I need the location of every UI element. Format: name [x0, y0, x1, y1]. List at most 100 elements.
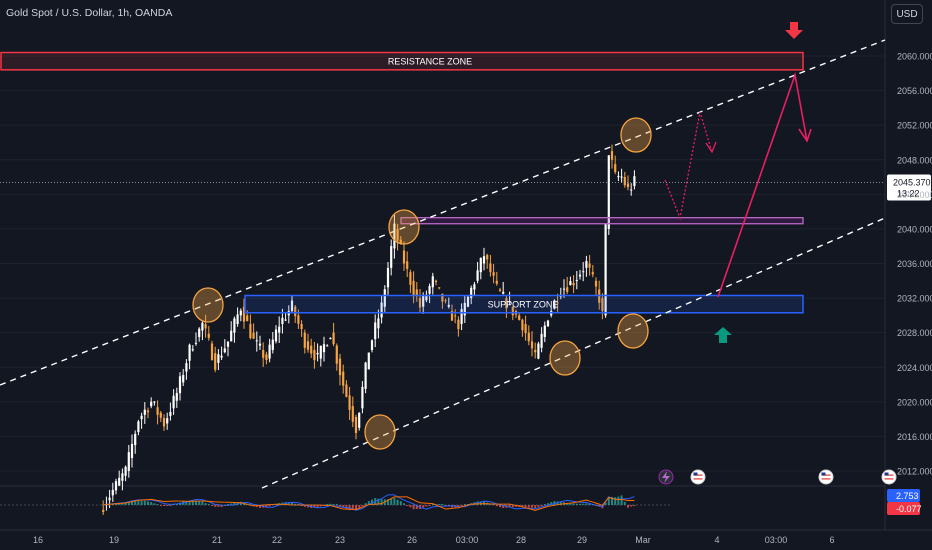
- candle-body[interactable]: [489, 263, 492, 273]
- candle-body[interactable]: [470, 287, 473, 299]
- candle-body[interactable]: [332, 332, 335, 345]
- lower-channel-line[interactable]: [261, 217, 886, 489]
- candle-body[interactable]: [422, 295, 425, 307]
- candle-body[interactable]: [284, 319, 287, 321]
- candle-body[interactable]: [329, 338, 332, 340]
- candle-body[interactable]: [364, 362, 367, 389]
- pivot-circle[interactable]: [549, 340, 581, 376]
- candle-body[interactable]: [418, 298, 422, 308]
- candle-body[interactable]: [188, 344, 191, 361]
- candle-body[interactable]: [393, 223, 396, 249]
- candle-body[interactable]: [175, 392, 178, 401]
- candle-body[interactable]: [156, 407, 159, 415]
- us-flag-icon[interactable]: [881, 469, 897, 485]
- candle-body[interactable]: [441, 293, 444, 302]
- candle-body[interactable]: [204, 324, 207, 329]
- candle-body[interactable]: [335, 345, 338, 364]
- candle-body[interactable]: [402, 250, 406, 264]
- candle-body[interactable]: [370, 340, 374, 350]
- support-zone[interactable]: [244, 294, 804, 314]
- candle-body[interactable]: [102, 509, 105, 512]
- candle-body[interactable]: [271, 339, 274, 350]
- candle-body[interactable]: [153, 401, 156, 403]
- candle-body[interactable]: [521, 319, 524, 331]
- candle-body[interactable]: [300, 324, 303, 330]
- candle-body[interactable]: [518, 315, 521, 320]
- candle-body[interactable]: [620, 176, 623, 178]
- candle-body[interactable]: [428, 286, 431, 294]
- candle-body[interactable]: [610, 151, 614, 160]
- candle-body[interactable]: [290, 300, 294, 312]
- candle-body[interactable]: [406, 261, 409, 269]
- candle-body[interactable]: [127, 452, 130, 471]
- candle-body[interactable]: [313, 349, 316, 361]
- candle-body[interactable]: [630, 189, 633, 191]
- candle-body[interactable]: [463, 302, 466, 316]
- candle-body[interactable]: [134, 433, 137, 446]
- candle-body[interactable]: [572, 282, 575, 286]
- candle-body[interactable]: [604, 224, 607, 316]
- pivot-circle[interactable]: [388, 209, 420, 245]
- candle-body[interactable]: [530, 341, 534, 349]
- candle-body[interactable]: [399, 239, 402, 244]
- candle-body[interactable]: [258, 343, 262, 346]
- candle-body[interactable]: [338, 358, 342, 376]
- candle-body[interactable]: [143, 409, 146, 415]
- candle-body[interactable]: [460, 309, 463, 325]
- candle-body[interactable]: [457, 319, 460, 330]
- candle-body[interactable]: [306, 341, 310, 350]
- candle-body[interactable]: [233, 318, 236, 333]
- candle-body[interactable]: [348, 395, 351, 410]
- candle-body[interactable]: [524, 324, 527, 334]
- candle-body[interactable]: [486, 254, 489, 260]
- candle-body[interactable]: [111, 489, 114, 496]
- candle-body[interactable]: [386, 267, 390, 288]
- candle-body[interactable]: [230, 330, 233, 342]
- candle-body[interactable]: [412, 280, 415, 295]
- candle-body[interactable]: [252, 332, 255, 339]
- candle-body[interactable]: [223, 348, 226, 353]
- candle-body[interactable]: [162, 418, 166, 427]
- candle-body[interactable]: [495, 280, 498, 284]
- pivot-circle[interactable]: [192, 287, 224, 323]
- candle-body[interactable]: [594, 280, 598, 287]
- currency-button[interactable]: USD: [891, 4, 923, 24]
- candle-body[interactable]: [246, 315, 249, 322]
- candle-body[interactable]: [297, 315, 300, 324]
- projection-dotted-path[interactable]: [664, 111, 713, 221]
- candle-body[interactable]: [121, 473, 124, 481]
- candle-body[interactable]: [255, 340, 258, 342]
- candle-body[interactable]: [108, 497, 111, 501]
- candle-body[interactable]: [367, 352, 370, 370]
- candle-body[interactable]: [537, 343, 540, 359]
- candle-body[interactable]: [207, 333, 210, 338]
- candle-body[interactable]: [390, 246, 393, 268]
- candle-body[interactable]: [562, 288, 566, 290]
- pivot-circle[interactable]: [620, 117, 652, 153]
- candle-body[interactable]: [172, 395, 175, 409]
- candle-body[interactable]: [591, 272, 594, 275]
- candle-body[interactable]: [217, 354, 220, 363]
- candle-body[interactable]: [178, 376, 182, 394]
- candle-body[interactable]: [265, 354, 268, 361]
- candle-body[interactable]: [450, 311, 454, 321]
- resistance-zone[interactable]: [0, 51, 804, 71]
- candle-body[interactable]: [140, 415, 143, 420]
- candle-body[interactable]: [626, 183, 630, 188]
- candle-body[interactable]: [473, 284, 476, 290]
- pivot-circle[interactable]: [617, 313, 649, 349]
- candle-body[interactable]: [322, 344, 326, 353]
- candle-body[interactable]: [482, 256, 486, 264]
- candle-body[interactable]: [578, 274, 582, 277]
- candle-body[interactable]: [633, 176, 636, 187]
- candle-body[interactable]: [281, 317, 284, 325]
- candle-body[interactable]: [498, 289, 502, 291]
- candle-body[interactable]: [114, 481, 118, 491]
- candle-body[interactable]: [527, 332, 530, 342]
- candle-body[interactable]: [185, 363, 188, 372]
- candle-body[interactable]: [358, 412, 361, 428]
- candle-body[interactable]: [396, 228, 399, 241]
- candle-body[interactable]: [345, 384, 348, 397]
- candle-body[interactable]: [354, 416, 358, 433]
- candle-body[interactable]: [319, 345, 322, 359]
